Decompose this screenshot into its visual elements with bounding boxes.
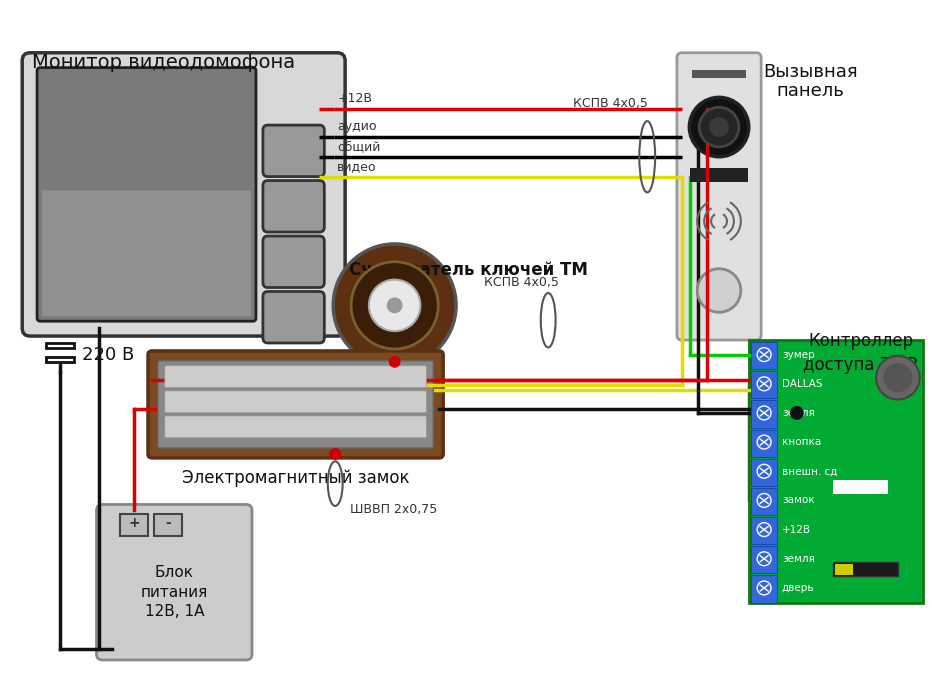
Text: Считыватель ключей ТМ: Считыватель ключей ТМ <box>350 261 588 279</box>
Circle shape <box>389 356 401 368</box>
FancyBboxPatch shape <box>833 562 898 576</box>
Text: ШВВП 2х0,75: ШВВП 2х0,75 <box>350 503 437 516</box>
Text: питания: питания <box>141 585 208 599</box>
FancyBboxPatch shape <box>751 575 777 603</box>
Bar <box>46 357 74 362</box>
FancyBboxPatch shape <box>751 517 777 544</box>
FancyBboxPatch shape <box>751 488 777 515</box>
FancyBboxPatch shape <box>263 292 324 343</box>
Text: зумер: зумер <box>782 349 815 360</box>
Text: внешн. сд: внешн. сд <box>782 466 837 476</box>
Circle shape <box>697 269 741 312</box>
FancyBboxPatch shape <box>165 366 426 388</box>
FancyBboxPatch shape <box>690 168 748 182</box>
Circle shape <box>789 406 803 420</box>
Text: земля: земля <box>782 553 815 564</box>
Text: +: + <box>129 516 140 530</box>
FancyBboxPatch shape <box>835 564 854 575</box>
Text: -: - <box>165 516 171 530</box>
Circle shape <box>387 297 403 313</box>
Text: Монитор видеодомофона: Монитор видеодомофона <box>33 53 295 72</box>
FancyBboxPatch shape <box>37 68 256 321</box>
Text: КСПВ 4х0,5: КСПВ 4х0,5 <box>573 97 648 110</box>
Text: доступа Z-5R: доступа Z-5R <box>802 356 919 374</box>
FancyBboxPatch shape <box>120 514 148 536</box>
FancyBboxPatch shape <box>833 479 888 494</box>
Text: DALLAS: DALLAS <box>782 379 822 389</box>
FancyBboxPatch shape <box>148 351 444 458</box>
FancyBboxPatch shape <box>692 70 747 77</box>
FancyBboxPatch shape <box>165 416 426 438</box>
Text: замок: замок <box>782 495 815 506</box>
Circle shape <box>351 262 438 349</box>
FancyBboxPatch shape <box>165 391 426 412</box>
Text: дверь: дверь <box>782 583 815 593</box>
Text: 220 В: 220 В <box>82 346 134 364</box>
Circle shape <box>709 117 729 137</box>
Circle shape <box>884 364 911 392</box>
Text: Блок: Блок <box>155 565 194 580</box>
FancyBboxPatch shape <box>751 371 777 399</box>
Circle shape <box>690 97 748 157</box>
Circle shape <box>699 108 739 147</box>
FancyBboxPatch shape <box>158 361 433 448</box>
Text: Электромагнитный замок: Электромагнитный замок <box>182 469 409 487</box>
FancyBboxPatch shape <box>263 236 324 288</box>
FancyBboxPatch shape <box>751 429 777 457</box>
Circle shape <box>334 244 456 366</box>
FancyBboxPatch shape <box>749 340 923 603</box>
FancyBboxPatch shape <box>751 342 777 369</box>
Text: земля: земля <box>782 408 815 418</box>
Circle shape <box>876 356 920 399</box>
Text: КСПВ 4х0,5: КСПВ 4х0,5 <box>484 275 558 288</box>
Text: общий: общий <box>337 140 380 153</box>
FancyBboxPatch shape <box>97 504 252 660</box>
Text: +12В: +12В <box>337 92 372 105</box>
FancyBboxPatch shape <box>263 125 324 177</box>
FancyBboxPatch shape <box>22 53 345 336</box>
Bar <box>46 343 74 348</box>
FancyBboxPatch shape <box>751 546 777 573</box>
Text: Контроллер: Контроллер <box>808 332 913 350</box>
Circle shape <box>369 279 420 331</box>
FancyBboxPatch shape <box>677 53 761 340</box>
Text: +12В: +12В <box>782 525 811 534</box>
FancyBboxPatch shape <box>263 181 324 232</box>
FancyBboxPatch shape <box>751 400 777 427</box>
Text: Вызывная: Вызывная <box>763 62 858 81</box>
Text: видео: видео <box>337 160 377 173</box>
Text: аудио: аудио <box>337 120 377 133</box>
Text: кнопка: кнопка <box>782 437 821 447</box>
Circle shape <box>329 448 341 460</box>
FancyBboxPatch shape <box>154 514 182 536</box>
Text: панель: панель <box>776 82 844 101</box>
FancyBboxPatch shape <box>42 190 251 316</box>
Text: 12В, 1А: 12В, 1А <box>144 604 204 619</box>
FancyBboxPatch shape <box>751 459 777 486</box>
